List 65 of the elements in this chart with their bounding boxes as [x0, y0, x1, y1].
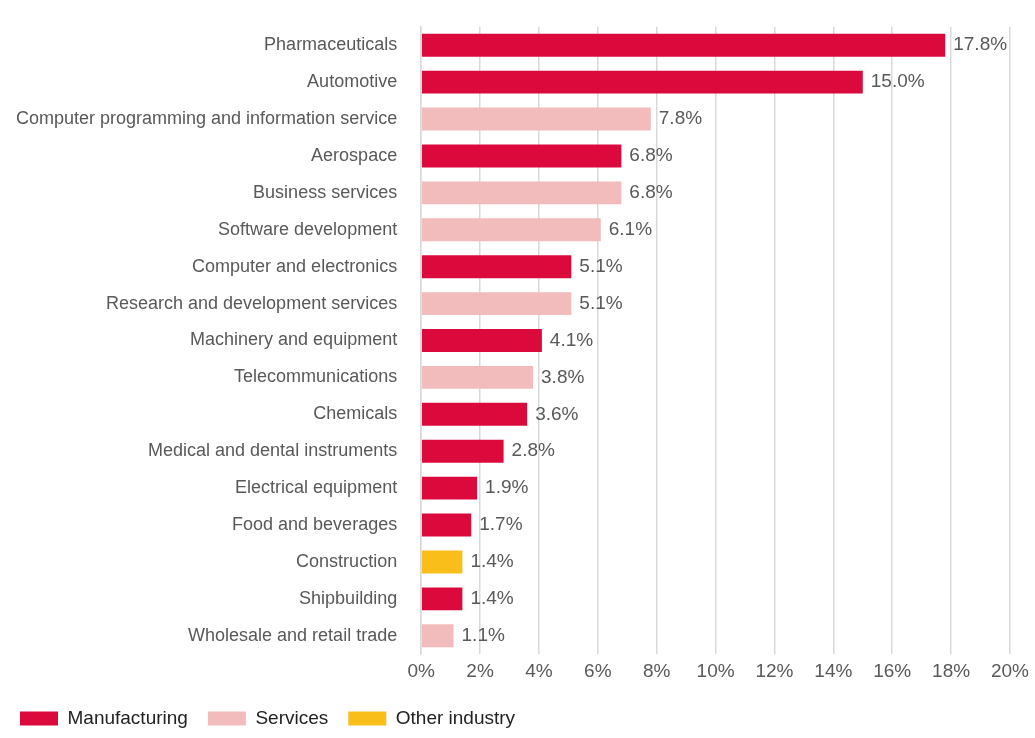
bar [421, 402, 528, 426]
y-tick-label: Machinery and equipment [190, 329, 398, 350]
bar [421, 292, 572, 316]
x-tick-label: 8% [642, 659, 671, 681]
data-label: 5.1% [579, 254, 623, 276]
y-tick-label: Computer and electronics [192, 255, 398, 276]
bar [421, 550, 463, 574]
y-tick-label: Food and beverages [232, 514, 398, 534]
x-tick-label: 18% [932, 659, 971, 681]
data-label: 3.6% [535, 402, 579, 424]
data-label: 1.1% [461, 623, 505, 645]
bar [421, 107, 651, 131]
bar [421, 587, 463, 611]
data-label: 6.1% [608, 218, 653, 240]
bar [421, 329, 542, 352]
bar [421, 218, 601, 242]
data-label: 1.9% [485, 476, 529, 498]
y-tick-label: Computer programming and information service [15, 108, 398, 129]
y-tick-label: Electrical equipment [235, 477, 398, 498]
bar [421, 624, 454, 648]
bar [421, 513, 472, 537]
y-tick-label: Business services [253, 181, 398, 202]
y-tick-label: Automotive [307, 71, 398, 92]
bar [421, 476, 478, 500]
bar [421, 70, 863, 94]
x-tick-label: 6% [584, 659, 612, 681]
x-tick-label: 4% [525, 659, 553, 681]
data-label: 6.8% [629, 181, 673, 203]
x-tick-label: 2% [466, 659, 494, 681]
y-tick-label: Chemicals [313, 403, 398, 424]
x-tick-label: 10% [696, 659, 735, 681]
bar [421, 33, 946, 57]
data-label: 1.4% [470, 550, 514, 572]
y-tick-label: Research and development services [106, 292, 398, 313]
bar [421, 365, 534, 389]
data-label: 15.0% [870, 70, 925, 92]
y-tick-label: Pharmaceuticals [264, 34, 398, 55]
bar [421, 144, 622, 168]
y-tick-label: Shipbuilding [299, 587, 398, 608]
y-tick-label: Telecommunications [234, 366, 398, 387]
bar [421, 181, 622, 205]
y-tick-label: Wholesale and retail trade [188, 624, 398, 645]
x-tick-label: 16% [873, 659, 912, 681]
x-tick-label: 14% [814, 659, 853, 681]
legend-label: Manufacturing [67, 706, 188, 728]
y-tick-label: Medical and dental instruments [148, 440, 398, 461]
x-tick-label: 20% [990, 659, 1030, 681]
data-label: 1.4% [470, 587, 514, 609]
data-label: 4.1% [549, 328, 594, 350]
y-tick-label: Aerospace [311, 144, 398, 165]
bar [421, 439, 504, 463]
data-label: 17.8% [953, 33, 1008, 55]
legend-label: Other industry [395, 706, 516, 728]
data-label: 1.7% [479, 513, 523, 535]
y-tick-label: Construction [296, 550, 398, 571]
data-label: 3.8% [541, 365, 585, 387]
data-label: 2.8% [511, 439, 556, 461]
data-label: 5.1% [579, 291, 623, 313]
x-tick-label: 0% [407, 659, 435, 681]
bar [421, 255, 572, 279]
y-tick-label: Software development [218, 218, 398, 239]
data-label: 7.8% [658, 107, 703, 129]
x-tick-label: 12% [755, 659, 794, 681]
legend-label: Services [255, 706, 329, 728]
data-label: 6.8% [629, 144, 673, 166]
